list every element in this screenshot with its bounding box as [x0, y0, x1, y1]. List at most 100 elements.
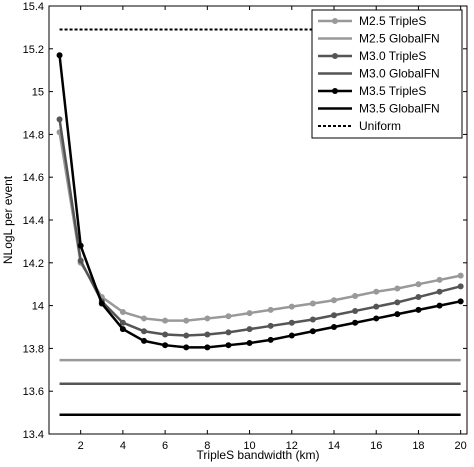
data-point	[415, 281, 422, 288]
legend-marker	[332, 88, 338, 94]
x-tick-label: 4	[120, 440, 126, 452]
data-point	[288, 319, 295, 326]
y-axis-label: NLogL per event	[1, 175, 15, 264]
data-point	[56, 52, 63, 59]
data-point	[457, 272, 464, 279]
data-point	[204, 315, 211, 322]
data-point	[56, 116, 63, 123]
series-line	[58, 55, 461, 349]
y-tick-label: 14.4	[23, 215, 44, 227]
data-point	[141, 315, 147, 322]
data-point	[246, 340, 253, 347]
legend-label: M3.5 TripleS	[359, 84, 426, 98]
data-point	[373, 315, 380, 322]
series-line	[58, 119, 461, 337]
y-tick-label: 14.2	[23, 258, 44, 270]
data-point	[183, 344, 190, 351]
legend: M2.5 TripleS M2.5 GlobalFN M3.0 TripleS M3.…	[311, 9, 463, 139]
data-point	[309, 316, 316, 323]
data-point	[352, 319, 359, 326]
data-point	[457, 283, 464, 290]
x-axis-label: TripleS bandwidth (km)	[197, 448, 320, 462]
data-point	[457, 298, 464, 305]
data-point	[225, 329, 232, 336]
x-tick-label: 10	[243, 440, 255, 452]
data-point	[225, 313, 232, 320]
data-point	[162, 331, 169, 338]
legend-label: M3.0 GlobalFN	[359, 67, 440, 81]
series-line	[58, 132, 461, 322]
y-tick-label: 13.6	[23, 386, 44, 398]
data-point	[183, 332, 190, 339]
data-point	[394, 285, 401, 292]
legend-label: M3.5 GlobalFN	[359, 102, 440, 116]
data-point	[309, 300, 316, 307]
data-point	[246, 310, 253, 317]
x-tick-label: 12	[286, 440, 298, 452]
data-point	[352, 292, 359, 299]
data-point	[352, 307, 359, 314]
data-point	[141, 328, 147, 335]
data-point	[373, 303, 380, 310]
series-4	[56, 52, 464, 351]
data-point	[288, 303, 295, 310]
y-tick-label: 13.8	[23, 343, 44, 355]
data-point	[162, 317, 169, 324]
legend-label: M3.0 TripleS	[359, 49, 426, 63]
y-tick-label: 15	[32, 87, 44, 99]
x-tick-label: 18	[412, 440, 424, 452]
data-point	[204, 331, 211, 338]
legend-label: M2.5 GlobalFN	[359, 32, 440, 46]
data-point	[415, 306, 422, 313]
y-tick-label: 15.4	[23, 1, 44, 13]
data-point	[415, 294, 422, 301]
x-tick-label: 8	[204, 440, 210, 452]
data-point	[331, 297, 337, 304]
data-point	[77, 242, 84, 249]
data-point	[267, 336, 274, 343]
data-point	[373, 288, 380, 295]
data-point	[119, 309, 126, 316]
data-point	[141, 337, 147, 344]
data-point	[225, 342, 232, 349]
data-point	[436, 288, 443, 295]
legend-label: Uniform	[359, 119, 401, 133]
y-tick-label: 14.8	[23, 129, 44, 141]
data-point	[394, 299, 401, 306]
y-axis-ticks: 13.4 13.6 13.8 14 14.2 14.4 14.6 14.8 15 15.2 15.4	[23, 1, 467, 441]
data-point	[436, 276, 443, 283]
x-tick-label: 2	[78, 440, 84, 452]
data-point	[119, 326, 126, 333]
series-layer	[56, 28, 464, 416]
series-2	[56, 116, 464, 339]
data-point	[183, 317, 190, 324]
legend-label: M2.5 TripleS	[359, 14, 426, 28]
x-tick-label: 16	[370, 440, 382, 452]
data-point	[394, 311, 401, 318]
y-tick-label: 14	[32, 301, 44, 313]
data-point	[436, 302, 443, 309]
data-point	[267, 322, 274, 329]
data-point	[288, 332, 295, 339]
data-point	[162, 342, 169, 349]
x-axis-ticks: 2 4 6 8 10 12 14 16 18 20	[78, 6, 467, 452]
legend-marker	[332, 53, 338, 59]
legend-marker	[332, 18, 338, 24]
data-point	[98, 300, 105, 307]
y-tick-label: 14.6	[23, 172, 44, 184]
data-point	[246, 326, 253, 333]
y-tick-label: 13.4	[23, 429, 44, 441]
data-point	[331, 312, 337, 319]
data-point	[77, 257, 84, 264]
x-tick-label: 20	[455, 440, 467, 452]
data-point	[331, 324, 337, 330]
x-tick-label: 6	[162, 440, 168, 452]
series-0	[56, 129, 464, 324]
x-tick-label: 14	[328, 440, 340, 452]
data-point	[204, 344, 211, 351]
data-point	[309, 328, 316, 335]
data-point	[267, 306, 274, 313]
data-point	[119, 319, 126, 326]
y-tick-label: 15.2	[23, 44, 44, 56]
